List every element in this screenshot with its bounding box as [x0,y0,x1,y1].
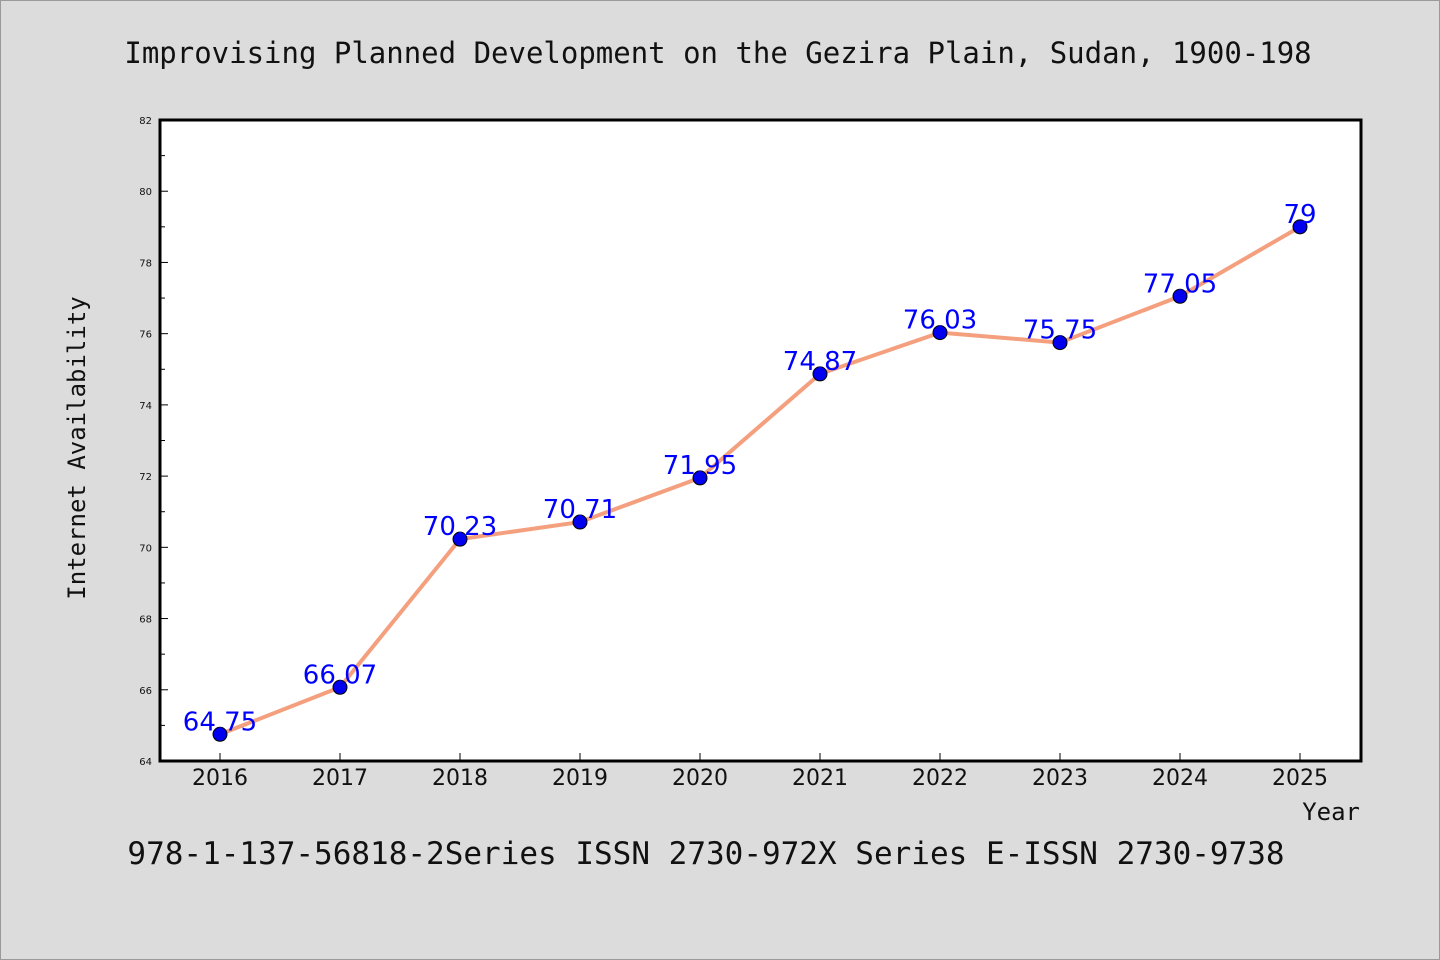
x-tick-label: 2016 [192,766,248,791]
data-label: 74.87 [783,347,857,377]
y-tick-label: 70 [139,543,152,554]
data-label: 75.75 [1023,316,1097,346]
y-tick-label: 80 [139,187,152,198]
y-axis: 64 66 68 70 72 74 76 78 80 82 [139,116,168,768]
x-tick-label: 2020 [672,766,728,791]
data-point [212,726,228,742]
x-tick-label: 2018 [432,766,488,791]
x-tick-label: 2024 [1152,766,1208,791]
x-axis: 2016 2017 2018 2019 2020 2021 2022 2023 2024 2025 [192,753,1328,791]
y-axis-label: Internet Availability [63,296,91,599]
series-group: 64.75 66.07 70.23 70.71 71.95 74.87 76.03 75.75… [183,200,1317,742]
x-tick-label: 2023 [1032,766,1088,791]
series-line [219,225,1302,737]
footer-text: 978-1-137-56818-2Series ISSN 2730-972X S… [127,836,1284,872]
data-point [692,470,708,486]
x-tick-label: 2021 [792,766,848,791]
y-tick-label: 68 [139,615,152,626]
data-point [572,514,588,530]
x-tick-label: 2022 [912,766,968,791]
data-label: 76.03 [903,306,977,336]
data-label: 79 [1283,200,1316,230]
data-label: 70.23 [423,512,497,542]
data-label: 66.07 [303,660,377,690]
y-tick-label: 66 [139,686,152,697]
data-point [812,366,828,382]
y-tick-label: 72 [139,472,152,483]
data-label: 64.75 [183,707,257,737]
data-label: 70.71 [543,495,617,525]
data-point [332,679,348,695]
x-tick-label: 2019 [552,766,608,791]
y-tick-label: 74 [139,401,152,412]
y-tick-label: 78 [139,258,152,269]
x-tick-label: 2017 [312,766,368,791]
data-point [932,325,948,341]
data-point [1292,219,1308,235]
x-axis-label: Year [1302,798,1360,826]
data-label: 77.05 [1143,269,1217,299]
x-tick-label: 2025 [1272,766,1328,791]
y-tick-label: 76 [139,330,152,341]
data-point [1052,335,1068,351]
y-tick-label: 64 [139,757,152,768]
data-label: 71.95 [663,451,737,481]
y-tick-label: 82 [139,116,152,127]
data-point [1172,288,1188,304]
chart-title: Improvising Planned Development on the G… [124,36,1311,70]
data-point [452,531,468,547]
plot-area [158,118,1363,763]
